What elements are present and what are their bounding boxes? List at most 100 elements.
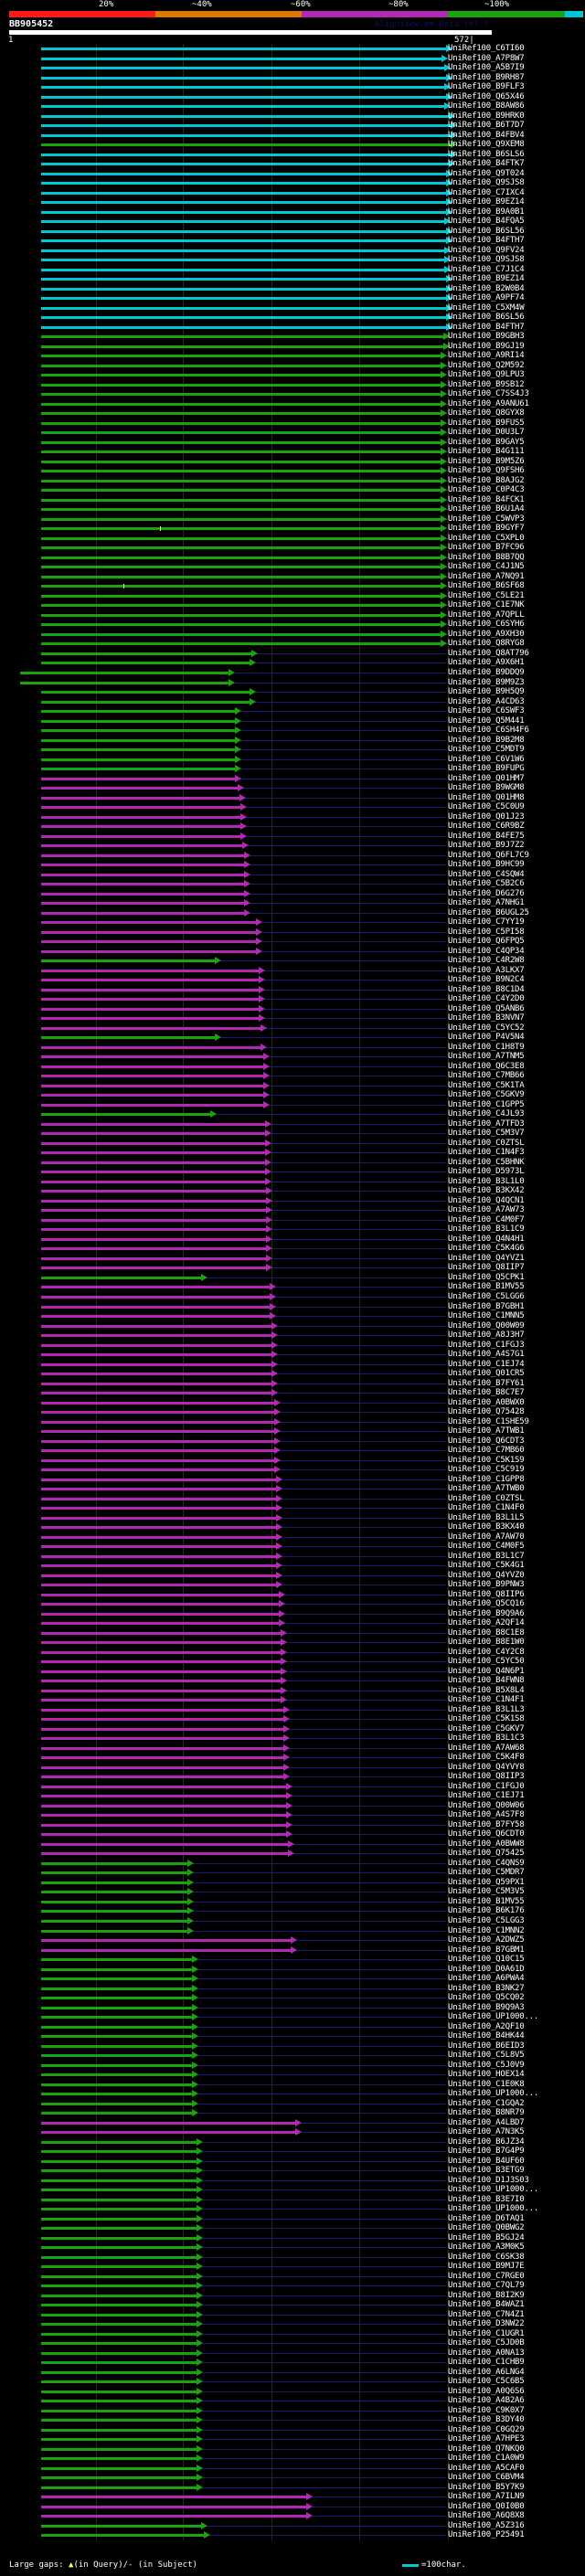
hit-label[interactable]: UniRef100_C4JL93 xyxy=(448,1109,525,1119)
hsp-bar[interactable] xyxy=(41,297,446,301)
hit-label[interactable]: UniRef100_B3ETG9 xyxy=(448,2166,525,2176)
hsp-bar[interactable] xyxy=(41,239,446,243)
hit-row[interactable]: UniRef100_Q0I0B0 xyxy=(0,2502,585,2512)
hsp-bar[interactable] xyxy=(41,364,441,367)
hit-label[interactable]: UniRef100_Q6CDT3 xyxy=(448,1436,525,1446)
hsp-bar[interactable] xyxy=(41,2486,197,2489)
hsp-bar[interactable] xyxy=(41,67,444,69)
hit-row[interactable]: UniRef100_C5JD0B xyxy=(0,2338,585,2348)
hit-row[interactable]: UniRef100_C1UGR1 xyxy=(0,2329,585,2339)
hsp-bar[interactable] xyxy=(41,2073,192,2077)
hsp-bar[interactable] xyxy=(41,1276,201,1279)
hit-row[interactable]: UniRef100_A7AW73 xyxy=(0,1205,585,1215)
hit-row[interactable]: UniRef100_C5B2C6 xyxy=(0,879,585,889)
hit-label[interactable]: UniRef100_A7TWB0 xyxy=(448,1484,525,1494)
hit-row[interactable]: UniRef100_B9EZ14 xyxy=(0,197,585,207)
hsp-bar[interactable] xyxy=(41,1699,281,1702)
hit-label[interactable]: UniRef100_Q8AT796 xyxy=(448,648,529,658)
hit-row[interactable]: UniRef100_UP1000... xyxy=(0,2012,585,2022)
hsp-bar[interactable] xyxy=(41,1449,274,1453)
hit-row[interactable]: UniRef100_B7G4P9 xyxy=(0,2147,585,2157)
hit-label[interactable]: UniRef100_C5LGG3 xyxy=(448,1916,525,1925)
hit-label[interactable]: UniRef100_C5K1S8 xyxy=(448,1714,525,1724)
hsp-bar[interactable] xyxy=(41,2121,295,2125)
hit-row[interactable]: UniRef100_D0A61D xyxy=(0,1965,585,1975)
hit-row[interactable]: UniRef100_A7HPE3 xyxy=(0,2434,585,2444)
hsp-bar[interactable] xyxy=(41,1199,266,1203)
hit-row[interactable]: UniRef100_C5K1S8 xyxy=(0,1714,585,1724)
hsp-bar[interactable] xyxy=(41,2370,197,2374)
hit-label[interactable]: UniRef100_C1A0W9 xyxy=(448,2454,525,2464)
hit-label[interactable]: UniRef100_B6JZ34 xyxy=(448,2136,525,2147)
hit-label[interactable]: UniRef100_C5L8V5 xyxy=(448,2051,525,2061)
hsp-bar[interactable] xyxy=(41,210,446,214)
hsp-bar[interactable] xyxy=(41,1765,283,1769)
hit-label[interactable]: UniRef100_B6U1A4 xyxy=(448,504,525,514)
hit-row[interactable]: UniRef100_C5M3V5 xyxy=(0,1887,585,1897)
hit-row[interactable]: UniRef100_A5Z316 xyxy=(0,2521,585,2531)
hsp-bar[interactable] xyxy=(41,1488,276,1491)
hsp-bar[interactable] xyxy=(41,940,256,944)
hit-label[interactable]: UniRef100_P25491 xyxy=(448,2530,525,2540)
hit-label[interactable]: UniRef100_B3L1C9 xyxy=(448,1224,525,1235)
hit-row[interactable]: UniRef100_B4FTH7 xyxy=(0,236,585,246)
hsp-bar[interactable] xyxy=(41,546,441,550)
hit-label[interactable]: UniRef100_C4R2W8 xyxy=(448,956,525,966)
hsp-bar[interactable] xyxy=(41,2419,197,2422)
hit-row[interactable]: UniRef100_B8C1D4 xyxy=(0,985,585,995)
hit-row[interactable]: UniRef100_A5B7I9 xyxy=(0,63,585,73)
hit-row[interactable]: UniRef100_Q8IIP7 xyxy=(0,1263,585,1273)
hit-label[interactable]: UniRef100_B7FY58 xyxy=(448,1819,525,1829)
hsp-bar[interactable] xyxy=(41,1852,288,1856)
hsp-bar[interactable] xyxy=(41,1392,271,1395)
hit-label[interactable]: UniRef100_C1E7NK xyxy=(448,600,525,610)
hsp-bar[interactable] xyxy=(41,1660,281,1664)
hit-row[interactable]: UniRef100_Q00W09 xyxy=(0,1321,585,1331)
hsp-bar[interactable] xyxy=(41,479,441,482)
hsp-bar[interactable] xyxy=(41,2246,197,2250)
hit-row[interactable]: UniRef100_C7YY19 xyxy=(0,917,585,928)
hit-row[interactable]: UniRef100_B3L1L5 xyxy=(0,1513,585,1523)
hit-label[interactable]: UniRef100_B8NR79 xyxy=(448,2108,525,2118)
hsp-bar[interactable] xyxy=(41,2323,197,2327)
hit-label[interactable]: UniRef100_C4Y2D0 xyxy=(448,994,525,1004)
hit-label[interactable]: UniRef100_C5K4F8 xyxy=(448,1753,525,1763)
hit-label[interactable]: UniRef100_C1H8T9 xyxy=(448,1042,525,1052)
hit-row[interactable]: UniRef100_Q8GYX8 xyxy=(0,408,585,419)
hit-label[interactable]: UniRef100_C5WVP3 xyxy=(448,514,525,524)
hsp-bar[interactable] xyxy=(41,1151,265,1155)
hsp-bar[interactable] xyxy=(41,748,235,752)
hsp-bar[interactable] xyxy=(41,959,215,963)
hit-label[interactable]: UniRef100_C6TI60 xyxy=(448,44,525,53)
hit-row[interactable]: UniRef100_Q5M441 xyxy=(0,716,585,726)
hit-row[interactable]: UniRef100_C1EJ71 xyxy=(0,1791,585,1801)
hit-label[interactable]: UniRef100_Q5CQ02 xyxy=(448,1993,525,2003)
hit-label[interactable]: UniRef100_C6SYH6 xyxy=(448,620,525,630)
hit-row[interactable]: UniRef100_A7P8W7 xyxy=(0,54,585,64)
hsp-bar[interactable] xyxy=(41,1814,286,1818)
hit-label[interactable]: UniRef100_A3LKX7 xyxy=(448,965,525,975)
hit-row[interactable]: UniRef100_Q01HM8 xyxy=(0,793,585,803)
hit-label[interactable]: UniRef100_B2W0B4 xyxy=(448,283,525,293)
hit-label[interactable]: UniRef100_Q2M592 xyxy=(448,360,525,370)
hit-row[interactable]: UniRef100_C4R2W8 xyxy=(0,956,585,966)
hit-row[interactable]: UniRef100_B3E7I0 xyxy=(0,2195,585,2205)
hit-row[interactable]: UniRef100_Q4YVY8 xyxy=(0,1763,585,1773)
hit-label[interactable]: UniRef100_A6Q8X8 xyxy=(448,2511,525,2521)
hit-row[interactable]: UniRef100_D0U3L7 xyxy=(0,428,585,438)
hit-row[interactable]: UniRef100_B3KX42 xyxy=(0,1186,585,1196)
hsp-bar[interactable] xyxy=(41,2400,197,2403)
hit-row[interactable]: UniRef100_Q6C3E8 xyxy=(0,1062,585,1072)
hit-row[interactable]: UniRef100_A6Q8X8 xyxy=(0,2511,585,2521)
hsp-bar[interactable] xyxy=(41,306,446,310)
hit-row[interactable]: UniRef100_C6BVM4 xyxy=(0,2473,585,2483)
hit-row[interactable]: UniRef100_C4SQW4 xyxy=(0,870,585,880)
hsp-bar[interactable] xyxy=(41,1987,192,1990)
hit-row[interactable]: UniRef100_B3L1C7 xyxy=(0,1552,585,1562)
hsp-bar[interactable] xyxy=(41,1084,263,1087)
hit-label[interactable]: UniRef100_C5MDT9 xyxy=(448,745,525,755)
hit-row[interactable]: UniRef100_B9HC99 xyxy=(0,860,585,870)
hsp-bar[interactable] xyxy=(41,1094,263,1097)
hsp-bar[interactable] xyxy=(41,1920,187,1923)
hsp-bar[interactable] xyxy=(41,1910,187,1913)
